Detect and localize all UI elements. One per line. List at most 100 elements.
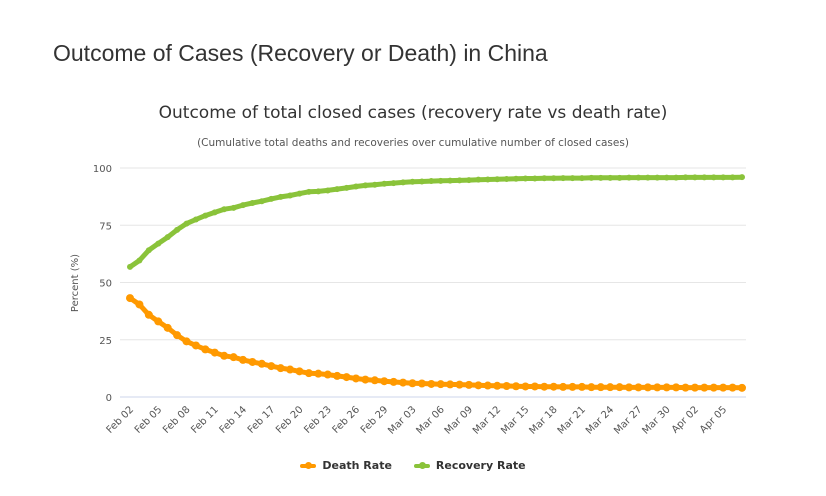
data-point[interactable] (287, 192, 294, 199)
data-point[interactable] (701, 174, 708, 181)
data-point[interactable] (428, 178, 435, 185)
data-point[interactable] (475, 176, 482, 183)
data-point[interactable] (211, 209, 218, 216)
data-point[interactable] (719, 383, 728, 392)
data-point[interactable] (474, 381, 483, 390)
data-point[interactable] (408, 379, 417, 388)
data-point[interactable] (643, 383, 652, 392)
data-point[interactable] (334, 186, 341, 193)
data-point[interactable] (164, 234, 171, 241)
data-point[interactable] (249, 200, 256, 207)
data-point[interactable] (531, 175, 538, 182)
data-point[interactable] (257, 359, 266, 368)
data-point[interactable] (436, 380, 445, 389)
data-point[interactable] (370, 376, 379, 385)
data-point[interactable] (653, 383, 662, 392)
data-point[interactable] (296, 190, 303, 197)
data-point[interactable] (720, 174, 727, 181)
data-point[interactable] (739, 174, 745, 181)
data-point[interactable] (135, 300, 144, 309)
data-point[interactable] (324, 187, 331, 194)
data-point[interactable] (220, 351, 229, 360)
data-point[interactable] (596, 383, 605, 392)
data-point[interactable] (560, 175, 567, 182)
data-point[interactable] (465, 177, 472, 184)
data-point[interactable] (276, 364, 285, 373)
data-point[interactable] (183, 220, 190, 227)
data-point[interactable] (663, 174, 670, 181)
data-point[interactable] (587, 383, 596, 392)
data-point[interactable] (418, 178, 425, 185)
data-point[interactable] (681, 383, 690, 392)
data-point[interactable] (342, 373, 351, 382)
data-point[interactable] (728, 383, 737, 392)
data-point[interactable] (126, 294, 134, 303)
data-point[interactable] (644, 174, 651, 181)
data-point[interactable] (315, 188, 322, 195)
data-point[interactable] (446, 380, 455, 389)
data-point[interactable] (191, 341, 200, 350)
data-point[interactable] (323, 370, 332, 379)
data-point[interactable] (577, 382, 586, 391)
data-point[interactable] (691, 174, 698, 181)
data-point[interactable] (174, 226, 181, 233)
data-point[interactable] (163, 323, 172, 332)
data-point[interactable] (362, 182, 369, 189)
data-point[interactable] (221, 206, 228, 213)
data-point[interactable] (606, 383, 615, 392)
data-point[interactable] (295, 367, 304, 376)
data-point[interactable] (569, 175, 576, 182)
data-point[interactable] (483, 381, 492, 390)
data-point[interactable] (390, 180, 397, 187)
data-point[interactable] (607, 174, 614, 181)
data-point[interactable] (710, 174, 717, 181)
data-point[interactable] (154, 317, 163, 326)
data-point[interactable] (258, 198, 265, 205)
data-point[interactable] (343, 184, 350, 191)
data-point[interactable] (700, 383, 709, 392)
data-point[interactable] (634, 383, 643, 392)
data-point[interactable] (361, 375, 370, 384)
data-point[interactable] (286, 365, 295, 374)
data-point[interactable] (238, 355, 247, 364)
data-point[interactable] (277, 193, 284, 200)
data-point[interactable] (521, 382, 530, 391)
data-point[interactable] (456, 177, 463, 184)
data-point[interactable] (493, 381, 502, 390)
data-point[interactable] (578, 175, 585, 182)
data-point[interactable] (389, 377, 398, 386)
legend-item-recovery-rate[interactable]: Recovery Rate (413, 459, 526, 472)
data-point[interactable] (588, 174, 595, 181)
data-point[interactable] (662, 383, 671, 392)
data-point[interactable] (144, 310, 153, 319)
data-point[interactable] (304, 369, 313, 378)
data-point[interactable] (512, 382, 521, 391)
data-point[interactable] (616, 174, 623, 181)
data-point[interactable] (540, 382, 549, 391)
data-point[interactable] (522, 175, 529, 182)
data-point[interactable] (400, 179, 407, 186)
data-point[interactable] (502, 382, 511, 391)
data-point[interactable] (549, 382, 558, 391)
data-point[interactable] (417, 379, 426, 388)
data-point[interactable] (484, 176, 491, 183)
data-point[interactable] (351, 374, 360, 383)
data-point[interactable] (427, 379, 436, 388)
data-point[interactable] (145, 247, 152, 254)
data-point[interactable] (381, 180, 388, 187)
data-point[interactable] (494, 176, 501, 183)
data-point[interactable] (635, 174, 642, 181)
data-point[interactable] (399, 378, 408, 387)
data-point[interactable] (210, 348, 219, 357)
data-point[interactable] (455, 380, 464, 389)
data-point[interactable] (541, 175, 548, 182)
data-point[interactable] (173, 331, 182, 340)
data-point[interactable] (229, 353, 238, 362)
data-point[interactable] (654, 174, 661, 181)
data-point[interactable] (268, 195, 275, 202)
data-point[interactable] (597, 174, 604, 181)
data-point[interactable] (127, 263, 133, 270)
data-point[interactable] (380, 377, 389, 386)
data-point[interactable] (568, 382, 577, 391)
data-point[interactable] (305, 188, 312, 195)
